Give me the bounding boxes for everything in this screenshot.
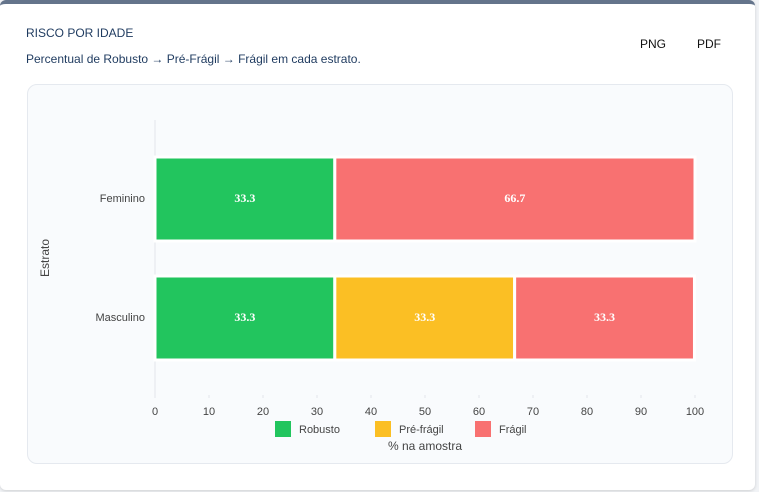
legend-swatch: [375, 421, 391, 437]
x-tick-label: 50: [419, 406, 431, 418]
bar-segment: [513, 274, 696, 362]
x-tick-label: 90: [635, 406, 647, 418]
bar-segment: [333, 155, 697, 243]
legend-swatch: [475, 421, 491, 437]
x-tick-label: 70: [527, 406, 539, 418]
y-axis-label: Estrato: [38, 239, 52, 277]
bar-segment: [153, 155, 337, 243]
x-tick-label: 80: [581, 406, 593, 418]
value-label: 33.3: [234, 191, 255, 205]
x-axis-label: % na amostra: [388, 439, 462, 453]
value-label: 66.7: [504, 191, 525, 205]
chart-panel: [27, 84, 733, 464]
legend-label: Robusto: [299, 424, 340, 436]
value-label: 33.3: [234, 310, 255, 324]
legend-label: Pré-frágil: [399, 424, 444, 436]
x-tick-label: 100: [686, 406, 704, 418]
export-pdf[interactable]: PDF: [697, 37, 721, 51]
x-tick-label: 60: [473, 406, 485, 418]
bar-segment: [333, 274, 517, 362]
x-tick-label: 30: [311, 406, 323, 418]
y-tick-label: Masculino: [95, 312, 145, 324]
export-png[interactable]: PNG: [640, 37, 667, 51]
value-label: 33.3: [594, 310, 615, 324]
x-tick-label: 40: [365, 406, 377, 418]
x-tick-label: 20: [257, 406, 269, 418]
x-tick-label: 10: [203, 406, 215, 418]
legend-swatch: [275, 421, 291, 437]
card-subtitle: Percentual de Robusto → Pré-Frágil → Frá…: [26, 52, 361, 66]
y-tick-label: Feminino: [100, 193, 145, 205]
legend-label: Frágil: [499, 424, 527, 436]
x-tick-label: 0: [152, 406, 158, 418]
card-title: RISCO POR IDADE: [26, 26, 134, 40]
value-label: 33.3: [414, 310, 435, 324]
bar-segment: [153, 274, 337, 362]
